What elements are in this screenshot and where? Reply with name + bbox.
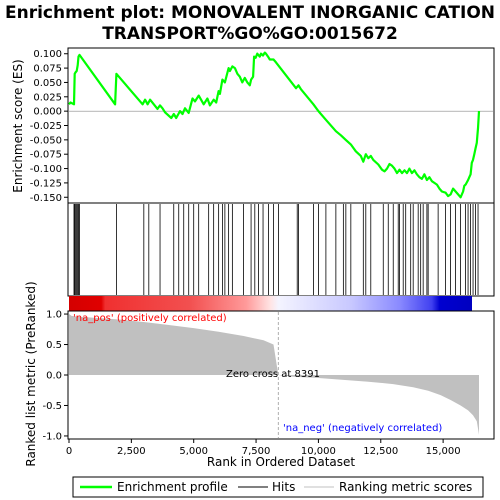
- rank-x-tick-label: 12,500: [363, 446, 398, 457]
- chart-title-line2: TRANSPORT%GO%GO:0015672: [102, 24, 398, 44]
- enrichment-profile-series: [68, 51, 481, 199]
- es-y-tick-label: -0.150: [30, 193, 62, 204]
- rank-x-ticks: 0 2,500 5,000 7,500 10,000 12,500 15,000: [66, 439, 461, 457]
- hits-panel-frame: [67, 202, 495, 297]
- es-y-tick-label: 0.000: [33, 107, 62, 118]
- rank-x-tick-label: 2,500: [117, 446, 146, 457]
- rank-x-tick-label: 10,000: [301, 446, 336, 457]
- ranking-metric-area: [69, 314, 479, 435]
- chart-title-line1: Enrichment plot: MONOVALENT INORGANIC CA…: [5, 3, 495, 23]
- positive-label: 'na_pos' (positively correlated): [73, 313, 227, 324]
- es-y-axis-label: Enrichment score (ES): [11, 59, 25, 192]
- es-y-tick-label: -0.125: [30, 178, 62, 189]
- legend-item-hits: Hits: [238, 480, 295, 494]
- rank-x-tick-label: 0: [66, 446, 72, 457]
- metric-y-ticks: 1.0 0.5 0.0 -0.5 -1.0: [42, 310, 68, 442]
- legend-item-enrichment: Enrichment profile: [80, 480, 228, 494]
- negative-label: 'na_neg' (negatively correlated): [283, 423, 442, 434]
- legend-label-hits: Hits: [272, 480, 295, 494]
- legend-item-ranking: Ranking metric scores: [304, 480, 472, 494]
- rank-x-tick-label: 7,500: [242, 446, 271, 457]
- metric-y-tick-label: 0.5: [46, 340, 62, 351]
- es-y-tick-label: -0.075: [30, 150, 62, 161]
- es-panel: 0.100 0.075 0.050 0.025 0.000 -0.025 -0.050 -0.…: [11, 47, 495, 204]
- es-y-tick-label: -0.100: [30, 164, 62, 175]
- legend-frame: [72, 476, 484, 498]
- zero-cross-label: Zero cross at 8391: [226, 369, 320, 380]
- legend-label-ranking: Ranking metric scores: [339, 480, 472, 494]
- rank-gradient: [69, 296, 472, 311]
- metric-y-tick-label: -1.0: [42, 431, 62, 442]
- es-y-tick-label: 0.025: [33, 92, 62, 103]
- metric-y-tick-label: 0.0: [46, 371, 62, 382]
- rank-color-bar: [69, 296, 472, 311]
- metric-y-tick-label: -0.5: [42, 401, 62, 412]
- metric-y-tick-label: 1.0: [46, 310, 62, 321]
- es-y-tick-label: 0.075: [33, 64, 62, 75]
- legend-label-enrichment: Enrichment profile: [117, 480, 228, 494]
- es-y-ticks: 0.100 0.075 0.050 0.025 0.000 -0.025 -0.050 -0.…: [30, 49, 68, 204]
- legend: Enrichment profile Hits Ranking metric s…: [72, 476, 484, 498]
- es-y-tick-label: -0.025: [30, 121, 62, 132]
- rank-x-axis-label: Rank in Ordered Dataset: [207, 455, 355, 469]
- hit-marks: [73, 204, 479, 295]
- enrichment-profile-line: [68, 51, 481, 199]
- ranking-metric-fill: [69, 314, 479, 435]
- hits-panel: [67, 202, 495, 297]
- es-y-tick-label: 0.050: [33, 78, 62, 89]
- metric-y-axis-label: Ranked list metric (PreRanked): [24, 281, 38, 466]
- es-y-tick-label: 0.100: [33, 49, 62, 60]
- es-y-tick-label: -0.050: [30, 135, 62, 146]
- rank-x-tick-label: 15,000: [426, 446, 461, 457]
- metric-panel: 1.0 0.5 0.0 -0.5 -1.0 0 2,500 5,000 7,500 10,000…: [24, 281, 495, 469]
- rank-x-tick-label: 5,000: [179, 446, 208, 457]
